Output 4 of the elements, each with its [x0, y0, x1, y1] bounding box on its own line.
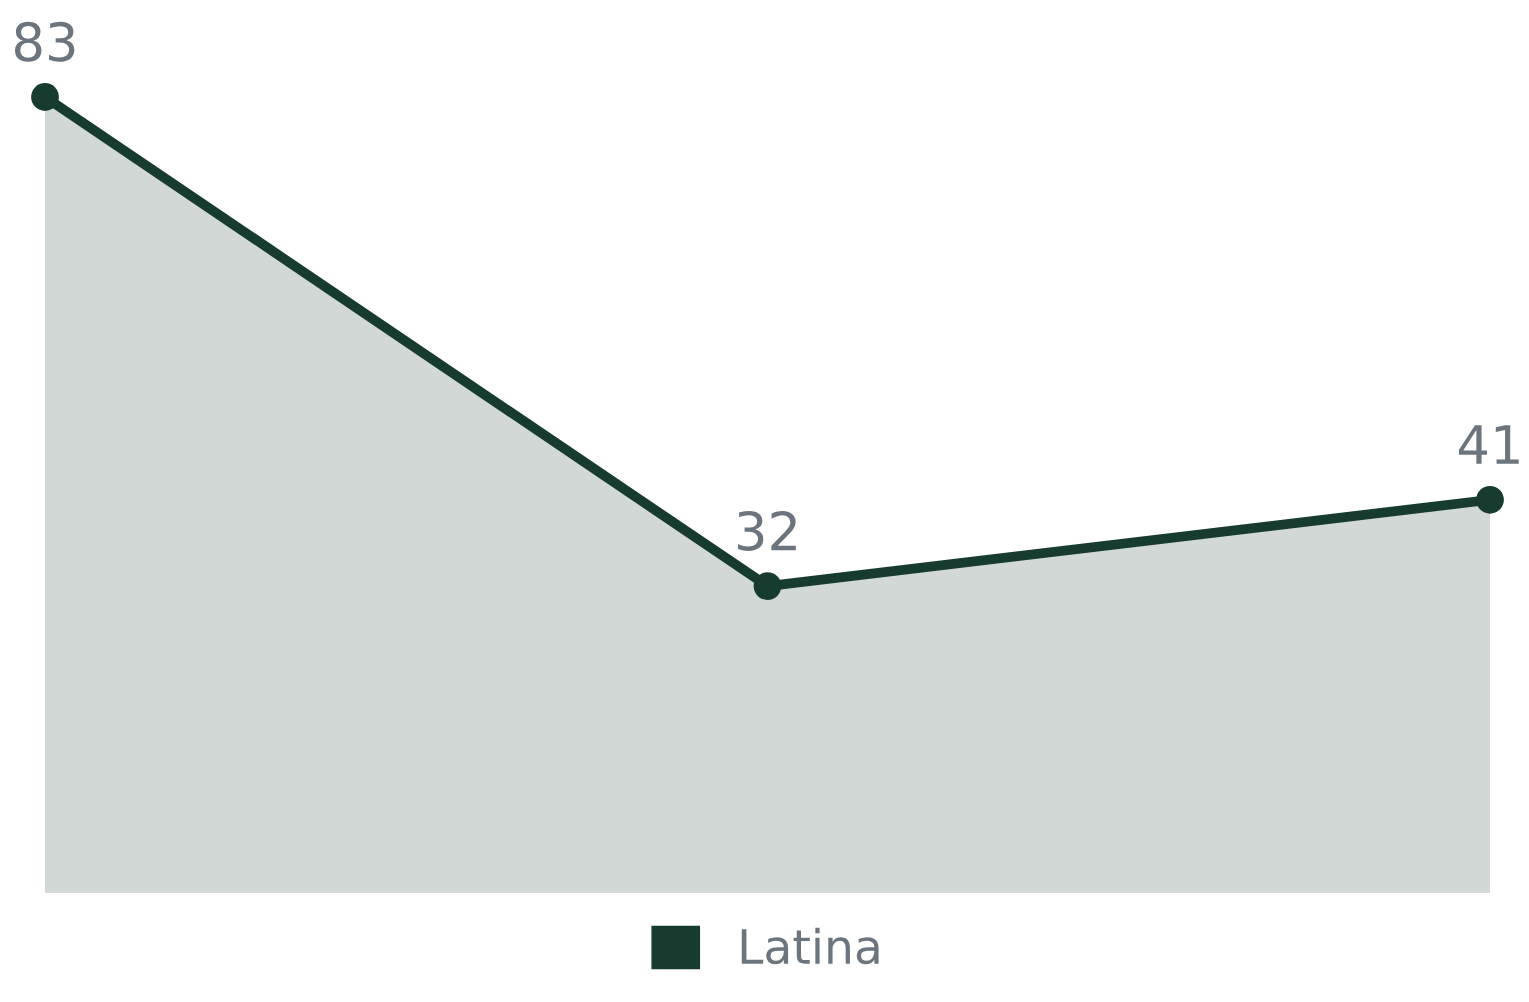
data-label: 83	[15, 21, 75, 62]
data-label: 32	[737, 510, 796, 551]
data-label: 41	[1459, 425, 1519, 464]
legend-label: Latina	[741, 927, 879, 965]
